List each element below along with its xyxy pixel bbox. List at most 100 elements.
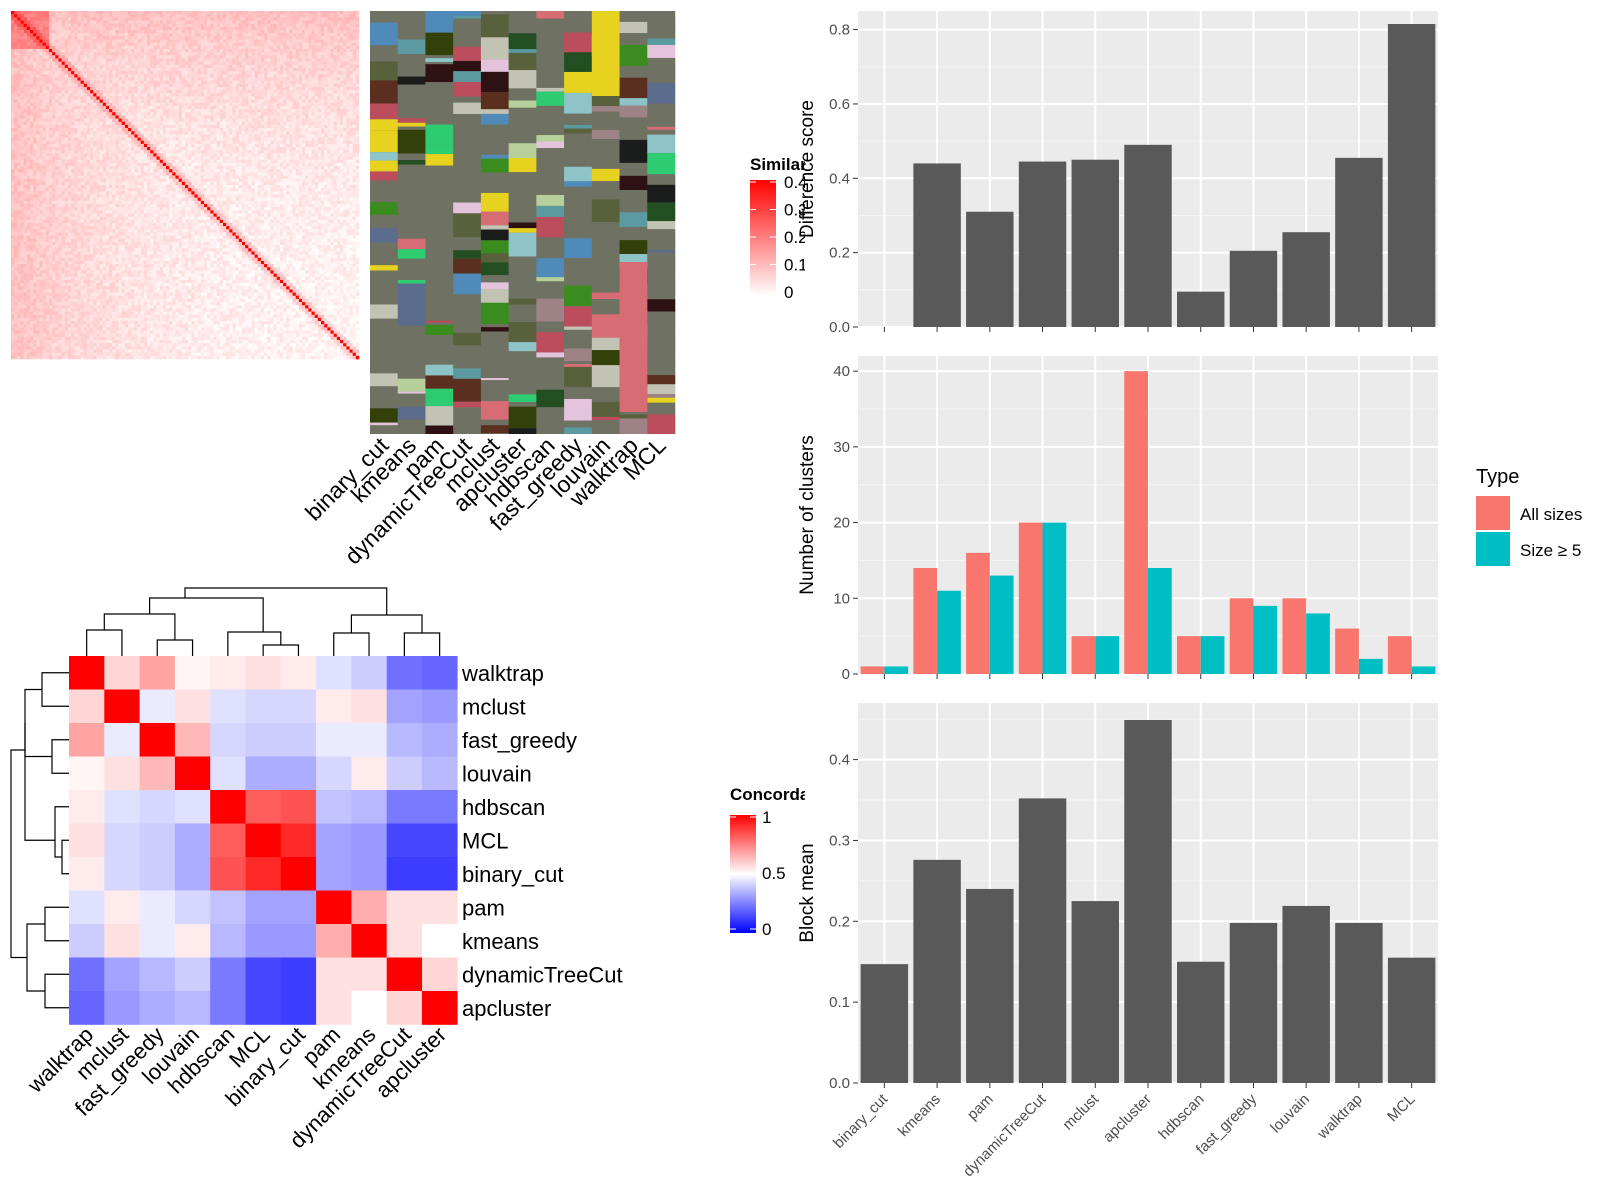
bar <box>1358 658 1383 674</box>
bar <box>1229 250 1278 327</box>
concordance-cell <box>210 890 246 925</box>
concordance-cell <box>351 823 387 858</box>
y-tick-label: 40 <box>833 363 850 380</box>
dendrogram-branch <box>103 613 176 640</box>
bar <box>1282 232 1330 327</box>
concordance-cell <box>210 924 246 958</box>
concordance-row-label: hdbscan <box>462 795 545 820</box>
similarity-heatmap <box>11 11 360 360</box>
concordance-cell <box>139 957 176 992</box>
concordance-cell <box>422 723 458 757</box>
concordance-cell <box>139 689 176 724</box>
concordance-cell <box>386 723 423 757</box>
y-tick-label: 30 <box>833 439 850 456</box>
concordance-cell <box>351 723 387 757</box>
concordance-cell <box>280 890 317 925</box>
x-tick-label: mclust <box>1059 1090 1102 1133</box>
concordance-cell <box>69 890 105 925</box>
concordance-cell <box>174 890 211 925</box>
bar <box>1018 161 1067 327</box>
concordance-cell <box>316 656 352 690</box>
concordance-cell <box>139 723 176 757</box>
concordance-row-label: kmeans <box>462 929 539 954</box>
bar <box>1071 636 1096 674</box>
concordance-cell <box>280 991 317 1025</box>
concordance-cell <box>210 790 246 824</box>
dendrogram-branch <box>51 739 69 774</box>
x-tick-label: MCL <box>1384 1091 1418 1125</box>
concordance-row-label: apcluster <box>462 996 551 1021</box>
concordance-cell <box>104 924 140 958</box>
concordance-cell <box>351 890 387 925</box>
concordance-cell <box>422 756 458 791</box>
number-of-clusters-chart: 0 10 20 30 40 Number of clusters <box>797 356 1438 683</box>
dendrogram-branch <box>41 672 69 707</box>
concordance-cell <box>69 756 105 791</box>
bar <box>913 163 961 327</box>
dendrogram-branch <box>262 644 300 656</box>
dendrogram-branch <box>333 632 370 656</box>
bar <box>1229 922 1278 1083</box>
dendrogram-branch <box>24 723 55 841</box>
concordance-cell <box>280 656 317 690</box>
concordance-cell <box>69 689 105 724</box>
top-method-labels: binary_cutkmeanspamdynamicTreeCutmclusta… <box>300 432 671 570</box>
concordance-cell <box>386 957 423 992</box>
concordance-cell <box>316 890 352 925</box>
concordance-cell <box>139 790 176 824</box>
concordance-cell <box>104 823 140 858</box>
bar <box>1177 636 1201 674</box>
bar <box>913 859 961 1083</box>
concordance-row-label: binary_cut <box>462 862 564 887</box>
bar <box>1177 291 1225 327</box>
y-tick-label: 0 <box>842 666 850 683</box>
bar <box>1200 636 1225 674</box>
concordance-cell <box>316 857 352 891</box>
block-mean-chart: 0.0 0.1 0.2 0.3 0.4 Block mean <box>797 703 1438 1092</box>
dendrogram-branch <box>54 806 69 858</box>
dendrogram-branch <box>26 923 45 992</box>
type-legend: Type All sizes Size ≥ 5 <box>1476 466 1582 566</box>
similarity-legend-tick: 0.3 <box>784 201 808 220</box>
concordance-cell <box>69 957 105 992</box>
concordance-cell <box>104 723 140 757</box>
concordance-cell <box>422 823 458 858</box>
concordance-cell <box>280 790 317 824</box>
concordance-cell <box>280 823 317 858</box>
dendrogram-branch <box>86 629 123 656</box>
concordance-row-label: dynamicTreeCut <box>462 962 623 987</box>
x-tick-label: kmeans <box>895 1091 944 1140</box>
concordance-row-label: mclust <box>462 694 526 719</box>
concordance-cell <box>245 723 282 757</box>
concordance-legend-tick: 0.5 <box>762 864 786 883</box>
type-legend-key-all-sizes <box>1476 496 1510 530</box>
bar <box>937 590 961 674</box>
y-tick-label: 0.3 <box>829 832 850 849</box>
concordance-cell <box>174 656 211 690</box>
concordance-cell <box>210 656 246 690</box>
concordance-cell <box>316 991 352 1025</box>
concordance-cell <box>280 857 317 891</box>
concordance-cell <box>174 823 211 858</box>
concordance-cell <box>174 689 211 724</box>
concordance-cell <box>210 823 246 858</box>
concordance-cell <box>210 689 246 724</box>
similarity-legend: Similarity 0.40.30.20.10 <box>750 155 827 302</box>
similarity-legend-clip <box>805 0 845 330</box>
bar <box>1335 922 1383 1083</box>
concordance-cell <box>316 924 352 958</box>
bar <box>1177 961 1225 1083</box>
concordance-cell <box>386 991 423 1025</box>
difference-score-chart: 0.0 0.2 0.4 0.6 0.8 Difference score <box>797 11 1438 336</box>
bar <box>1042 522 1067 674</box>
concordance-cell <box>174 756 211 791</box>
y-tick-label: 0.1 <box>829 994 850 1011</box>
concordance-cell <box>174 924 211 958</box>
concordance-cell <box>174 991 211 1025</box>
concordance-cell <box>351 656 387 690</box>
concordance-cell <box>139 656 176 690</box>
concordance-cell <box>104 656 140 690</box>
concordance-cell <box>386 656 423 690</box>
concordance-cell <box>245 991 282 1025</box>
